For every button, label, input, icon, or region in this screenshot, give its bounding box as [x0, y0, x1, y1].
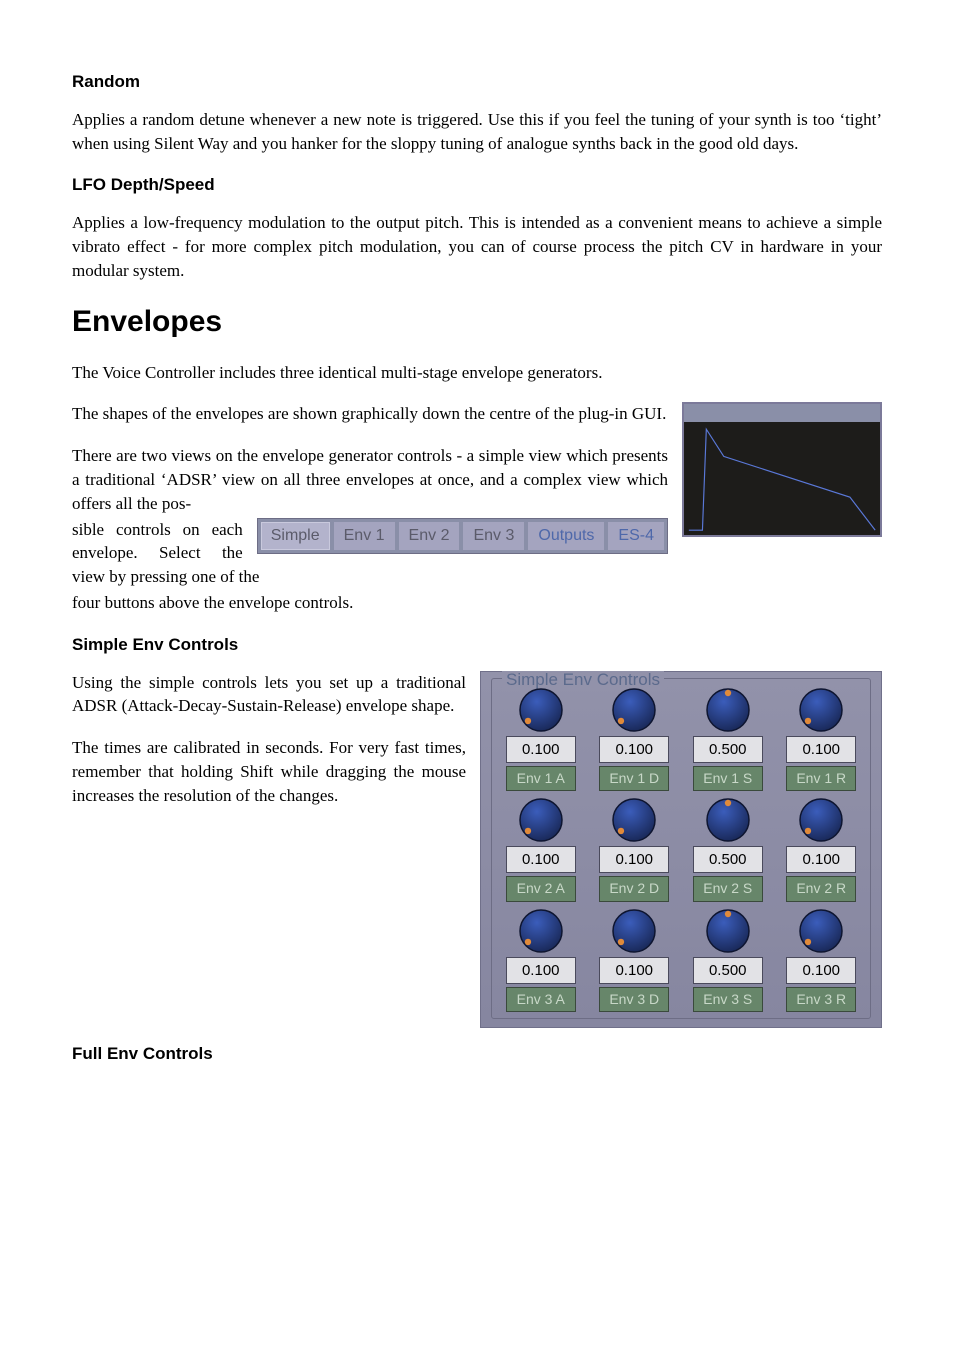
knob-value[interactable]: 0.500 — [693, 846, 763, 873]
knob[interactable] — [798, 687, 844, 733]
tab-env3[interactable]: Env 3 — [462, 521, 525, 551]
knob-label: Env 2 R — [786, 876, 856, 902]
env-cell: 0.100 Env 2 D — [592, 797, 678, 902]
knob[interactable] — [518, 797, 564, 843]
knob[interactable] — [611, 687, 657, 733]
knob-label: Env 1 S — [693, 766, 763, 792]
knob-value[interactable]: 0.100 — [506, 846, 576, 873]
knob-value[interactable]: 0.100 — [599, 846, 669, 873]
simple-env-panel: Simple Env Controls 0.100Env 1 A 0.100En… — [480, 671, 882, 1029]
knob-value[interactable]: 0.500 — [693, 736, 763, 763]
knob-label: Env 3 S — [693, 987, 763, 1013]
knob-label: Env 3 R — [786, 987, 856, 1013]
tab-outputs[interactable]: Outputs — [527, 521, 605, 551]
knob-label: Env 2 D — [599, 876, 669, 902]
env-cell: 0.500 Env 2 S — [685, 797, 771, 902]
envelope-graph — [682, 402, 882, 537]
heading-random: Random — [72, 70, 882, 94]
knob-label: Env 3 D — [599, 987, 669, 1013]
env-cell: 0.100 Env 2 A — [498, 797, 584, 902]
tab-env2[interactable]: Env 2 — [398, 521, 461, 551]
knob-label: Env 1 D — [599, 766, 669, 792]
env-cell: 0.100 Env 3 D — [592, 908, 678, 1013]
env-cell: 0.100 Env 1 R — [779, 687, 865, 792]
knob-label: Env 2 S — [693, 876, 763, 902]
env-cell: 0.500 Env 3 S — [685, 908, 771, 1013]
knob-value[interactable]: 0.500 — [693, 957, 763, 984]
tab-simple[interactable]: Simple — [260, 521, 331, 551]
heading-full-env: Full Env Controls — [72, 1042, 882, 1066]
knob-value[interactable]: 0.100 — [599, 736, 669, 763]
knob-label: Env 3 A — [506, 987, 576, 1013]
knob[interactable] — [798, 908, 844, 954]
para-random: Applies a random detune whenever a new n… — [72, 108, 882, 156]
knob-value[interactable]: 0.100 — [786, 846, 856, 873]
para-env-views2b: four buttons above the envelope controls… — [72, 591, 882, 615]
para-env-intro: The Voice Controller includes three iden… — [72, 361, 882, 385]
heading-simple-env: Simple Env Controls — [72, 633, 882, 657]
env-cell: 0.100 Env 3 A — [498, 908, 584, 1013]
knob[interactable] — [705, 797, 751, 843]
envelope-curve — [684, 404, 880, 535]
para-lfo: Applies a low-frequency modulation to th… — [72, 211, 882, 282]
panel-fieldset: Simple Env Controls 0.100Env 1 A 0.100En… — [491, 678, 871, 1020]
heading-envelopes: Envelopes — [72, 301, 882, 343]
knob-value[interactable]: 0.100 — [786, 957, 856, 984]
tab-es4[interactable]: ES-4 — [607, 521, 665, 551]
knob-value[interactable]: 0.100 — [506, 736, 576, 763]
knob[interactable] — [798, 797, 844, 843]
knob[interactable] — [611, 908, 657, 954]
env-cell: 0.100 Env 2 R — [779, 797, 865, 902]
knob[interactable] — [705, 908, 751, 954]
knob[interactable] — [611, 797, 657, 843]
env-grid: 0.100 Env 1 A 0.100 Env 1 D 0.500 Env 1 S — [498, 687, 864, 1013]
knob-value[interactable]: 0.100 — [786, 736, 856, 763]
heading-lfo: LFO Depth/Speed — [72, 173, 882, 197]
env-cell: 0.100 Env 1 A — [498, 687, 584, 792]
knob[interactable] — [518, 687, 564, 733]
knob-value[interactable]: 0.100 — [506, 957, 576, 984]
knob-label: Env 1 R — [786, 766, 856, 792]
tab-env1[interactable]: Env 1 — [333, 521, 396, 551]
knob[interactable] — [705, 687, 751, 733]
knob-label: Env 2 A — [506, 876, 576, 902]
env-cell: 0.500 Env 1 S — [685, 687, 771, 792]
knob-label: Env 1 A — [506, 766, 576, 792]
knob[interactable] — [518, 908, 564, 954]
knob-value[interactable]: 0.100 — [599, 957, 669, 984]
env-cell: 0.100 Env 3 R — [779, 908, 865, 1013]
env-cell: 0.100 Env 1 D — [592, 687, 678, 792]
env-view-tabs: Simple Env 1 Env 2 Env 3 Outputs ES-4 — [257, 518, 668, 554]
